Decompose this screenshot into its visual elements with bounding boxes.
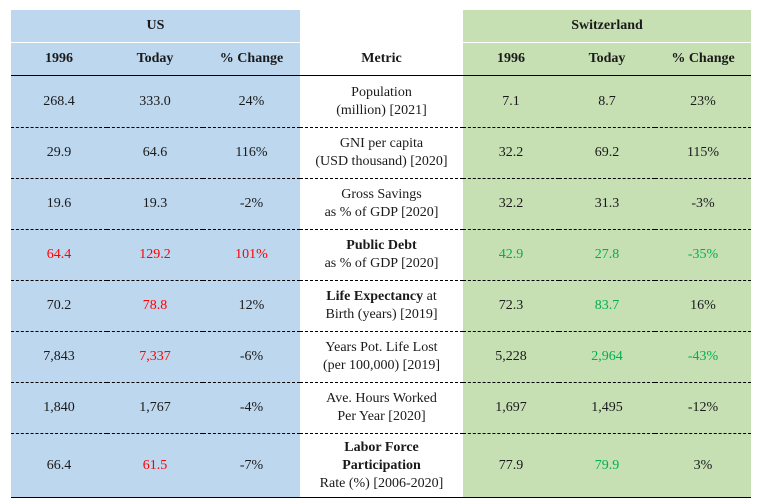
- table-row: 1,840 1,767 -4% Ave. Hours Worked Per Yea…: [11, 382, 752, 434]
- us-1996-cell: 19.6: [11, 178, 107, 230]
- us-change-cell: -4%: [203, 382, 300, 434]
- ch-change-cell: 23%: [655, 75, 752, 128]
- us-header: US: [11, 10, 300, 43]
- ch-col-change: % Change: [655, 42, 752, 76]
- ch-1996-cell: 42.9: [463, 229, 559, 281]
- us-today-cell: 64.6: [107, 127, 203, 179]
- metric-cell: Population (million) [2021]: [300, 75, 463, 128]
- ch-1996-cell: 32.2: [463, 127, 559, 179]
- comparison-table: US Switzerland 1996 Today % Change Metri…: [11, 10, 752, 498]
- us-1996-cell: 66.4: [11, 433, 107, 498]
- blank-header: [300, 10, 463, 43]
- ch-col-1996: 1996: [463, 42, 559, 76]
- us-today-cell: 333.0: [107, 75, 203, 128]
- ch-today-cell: 31.3: [559, 178, 655, 230]
- ch-today-cell: 83.7: [559, 280, 655, 332]
- metric-cell: Labor Force Participation Rate (%) [2006-2…: [300, 433, 463, 498]
- ch-change-cell: -12%: [655, 382, 752, 434]
- table-row: 64.4 129.2 101% Public Debt as % of GDP […: [11, 229, 752, 281]
- us-change-cell: -6%: [203, 331, 300, 383]
- metric-cell: Gross Savings as % of GDP [2020]: [300, 178, 463, 230]
- ch-1996-cell: 32.2: [463, 178, 559, 230]
- ch-change-cell: -43%: [655, 331, 752, 383]
- metric-col: Metric: [300, 42, 463, 76]
- us-change-cell: -7%: [203, 433, 300, 498]
- ch-change-cell: 16%: [655, 280, 752, 332]
- ch-change-cell: 115%: [655, 127, 752, 179]
- us-1996-cell: 29.9: [11, 127, 107, 179]
- us-change-cell: 12%: [203, 280, 300, 332]
- ch-today-cell: 8.7: [559, 75, 655, 128]
- us-today-cell: 19.3: [107, 178, 203, 230]
- ch-1996-cell: 7.1: [463, 75, 559, 128]
- ch-today-cell: 69.2: [559, 127, 655, 179]
- us-today-cell: 7,337: [107, 331, 203, 383]
- ch-1996-cell: 72.3: [463, 280, 559, 332]
- ch-col-today: Today: [559, 42, 655, 76]
- us-today-cell: 61.5: [107, 433, 203, 498]
- us-today-cell: 1,767: [107, 382, 203, 434]
- table-row: 66.4 61.5 -7% Labor Force Participation Ra…: [11, 433, 752, 498]
- table-row: 268.4 333.0 24% Population (million) [202…: [11, 75, 752, 128]
- table-row: 19.6 19.3 -2% Gross Savings as % of GDP […: [11, 178, 752, 230]
- metric-cell: Public Debt as % of GDP [2020]: [300, 229, 463, 281]
- us-1996-cell: 7,843: [11, 331, 107, 383]
- ch-today-cell: 1,495: [559, 382, 655, 434]
- ch-1996-cell: 77.9: [463, 433, 559, 498]
- us-col-today: Today: [107, 42, 203, 76]
- switzerland-header: Switzerland: [463, 10, 752, 43]
- ch-change-cell: -35%: [655, 229, 752, 281]
- us-change-cell: 101%: [203, 229, 300, 281]
- ch-today-cell: 27.8: [559, 229, 655, 281]
- metric-cell: GNI per capita (USD thousand) [2020]: [300, 127, 463, 179]
- us-1996-cell: 70.2: [11, 280, 107, 332]
- ch-today-cell: 2,964: [559, 331, 655, 383]
- table-row: 29.9 64.6 116% GNI per capita (USD thousa…: [11, 127, 752, 179]
- ch-today-cell: 79.9: [559, 433, 655, 498]
- us-col-1996: 1996: [11, 42, 107, 76]
- ch-1996-cell: 1,697: [463, 382, 559, 434]
- us-1996-cell: 268.4: [11, 75, 107, 128]
- us-1996-cell: 1,840: [11, 382, 107, 434]
- us-today-cell: 78.8: [107, 280, 203, 332]
- ch-change-cell: -3%: [655, 178, 752, 230]
- us-change-cell: -2%: [203, 178, 300, 230]
- us-col-change: % Change: [203, 42, 300, 76]
- table-row: 7,843 7,337 -6% Years Pot. Life Lost (per…: [11, 331, 752, 383]
- us-change-cell: 116%: [203, 127, 300, 179]
- ch-1996-cell: 5,228: [463, 331, 559, 383]
- metric-cell: Ave. Hours Worked Per Year [2020]: [300, 382, 463, 434]
- ch-change-cell: 3%: [655, 433, 752, 498]
- metric-cell: Years Pot. Life Lost (per 100,000) [2019]: [300, 331, 463, 383]
- metric-cell: Life Expectancy at Birth (years) [2019]: [300, 280, 463, 332]
- us-today-cell: 129.2: [107, 229, 203, 281]
- us-1996-cell: 64.4: [11, 229, 107, 281]
- us-change-cell: 24%: [203, 75, 300, 128]
- table-row: 70.2 78.8 12% Life Expectancy at Birth (y…: [11, 280, 752, 332]
